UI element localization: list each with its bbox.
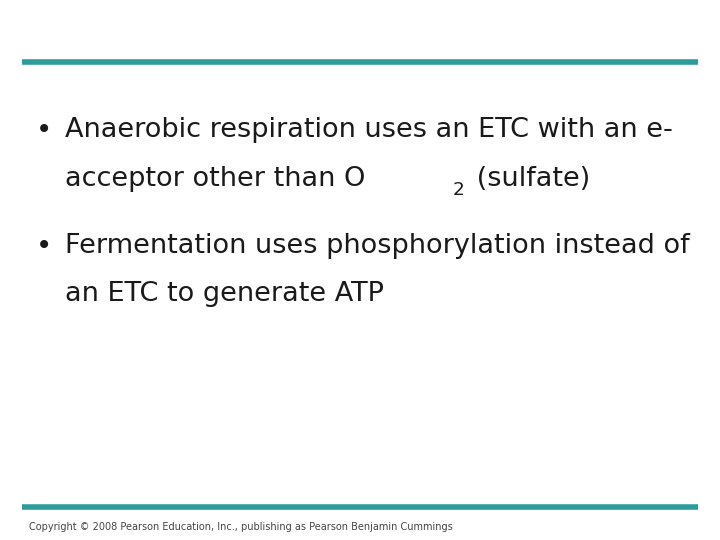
Text: Fermentation uses phosphorylation instead of: Fermentation uses phosphorylation instea… <box>65 233 690 259</box>
Text: Copyright © 2008 Pearson Education, Inc., publishing as Pearson Benjamin Cumming: Copyright © 2008 Pearson Education, Inc.… <box>29 522 453 532</box>
Text: •: • <box>36 116 53 144</box>
Text: an ETC to generate ATP: an ETC to generate ATP <box>65 281 384 307</box>
Text: 2: 2 <box>452 181 464 199</box>
Text: acceptor other than O: acceptor other than O <box>65 166 365 192</box>
Text: •: • <box>36 232 53 260</box>
Text: (sulfate): (sulfate) <box>467 166 590 192</box>
Text: Anaerobic respiration uses an ETC with an e-: Anaerobic respiration uses an ETC with a… <box>65 117 672 143</box>
